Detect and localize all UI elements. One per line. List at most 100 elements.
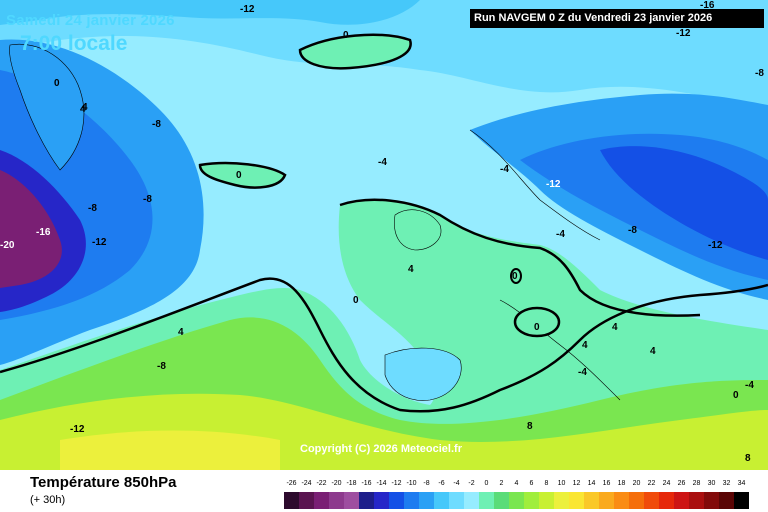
contour-label: -12	[70, 424, 85, 435]
legend-swatch	[359, 492, 374, 509]
legend-swatch	[719, 492, 734, 509]
zero-contour-central	[339, 198, 701, 317]
legend-tick-label: -20	[331, 480, 342, 487]
legend-tick-label: -8	[423, 480, 430, 487]
legend-tick-label: 20	[632, 480, 641, 487]
legend-tick-label: 6	[529, 480, 534, 487]
contour-label: -4	[745, 380, 754, 391]
zone-minus-20-west	[0, 170, 62, 288]
legend-tick-label: -4	[453, 480, 460, 487]
legend-swatch	[284, 492, 299, 509]
legend-tick-label: 10	[557, 480, 566, 487]
legend-tick-label: 2	[499, 480, 504, 487]
legend-tick-label: 34	[737, 480, 746, 487]
contour-label: 0	[534, 322, 540, 333]
legend-swatch	[704, 492, 719, 509]
legend-swatch	[674, 492, 689, 509]
legend-tick-label: 24	[662, 480, 671, 487]
contour-label: 4	[80, 104, 86, 115]
contour-label: 4	[408, 264, 414, 275]
legend-tick-label: -14	[376, 480, 387, 487]
contour-label: 0	[343, 30, 349, 41]
contour-label: 0	[236, 170, 242, 181]
legend-swatch	[479, 492, 494, 509]
legend-swatch	[599, 492, 614, 509]
british-isles	[394, 209, 442, 251]
legend-swatch	[389, 492, 404, 509]
iceland-zero-contour	[298, 33, 412, 70]
contour-label: 4	[650, 346, 656, 357]
legend-swatch	[314, 492, 329, 509]
legend-tick-label: -12	[391, 480, 402, 487]
legend-swatch	[299, 492, 314, 509]
legend-swatch	[449, 492, 464, 509]
legend-swatch	[524, 492, 539, 509]
legend-tick-label: -18	[346, 480, 357, 487]
legend-swatch	[539, 492, 554, 509]
legend-swatch	[689, 492, 704, 509]
legend-swatch	[554, 492, 569, 509]
contour-label: -16	[36, 227, 51, 238]
contour-label: -20	[0, 240, 15, 251]
small-zero-contour	[510, 268, 522, 284]
parameter-title: Température 850hPa	[30, 474, 177, 491]
legend-tick-label: -16	[361, 480, 372, 487]
contour-label: 4	[178, 327, 184, 338]
forecast-date: Samedi 24 janvier 2026	[6, 12, 175, 29]
legend-swatch	[419, 492, 434, 509]
contour-label: 8	[745, 453, 751, 464]
legend-swatch	[509, 492, 524, 509]
legend-tick-label: 4	[514, 480, 519, 487]
legend-tick-label: -2	[468, 480, 475, 487]
legend-swatch	[734, 492, 749, 509]
legend-tick-label: 22	[647, 480, 656, 487]
italy-coast	[499, 299, 621, 401]
legend-tick-label: 18	[617, 480, 626, 487]
contour-label: -8	[755, 68, 764, 79]
map-footer: Température 850hPa (+ 30h) -26 -24 -22 -20-…	[0, 470, 768, 512]
contour-label: 4	[612, 322, 618, 333]
scandinavia-coast	[469, 129, 601, 241]
legend-swatch	[659, 492, 674, 509]
zone-12	[60, 430, 280, 470]
legend-tick-label: 30	[707, 480, 716, 487]
contour-label: -8	[88, 203, 97, 214]
contour-label: -12	[708, 240, 723, 251]
legend-swatch	[329, 492, 344, 509]
contour-label: -4	[556, 229, 565, 240]
contour-label: 0	[54, 78, 60, 89]
greenland	[9, 43, 85, 171]
contour-label: -8	[628, 225, 637, 236]
legend-swatch	[344, 492, 359, 509]
legend-tick-label: -24	[301, 480, 312, 487]
legend-tick-label: 16	[602, 480, 611, 487]
contour-label: -12	[92, 237, 107, 248]
legend-swatch	[584, 492, 599, 509]
alps-zero-contour	[513, 306, 561, 338]
contour-label: 4	[82, 102, 88, 113]
contour-label: 4	[582, 340, 588, 351]
legend-tick-label: 14	[587, 480, 596, 487]
model-run-info: Run NAVGEM 0 Z du Vendredi 23 janvier 20…	[470, 9, 764, 28]
contour-label: 0	[733, 390, 739, 401]
contour-label: -12	[240, 4, 255, 15]
legend-tick-label: -22	[316, 480, 327, 487]
legend-tick-label: 32	[722, 480, 731, 487]
legend-swatch	[494, 492, 509, 509]
legend-swatch	[434, 492, 449, 509]
legend-tick-label: 0	[484, 480, 489, 487]
legend-tick-label: -26	[286, 480, 297, 487]
contour-label: 8	[527, 421, 533, 432]
contour-label: -12	[546, 179, 561, 190]
lead-time: (+ 30h)	[30, 494, 66, 506]
legend-swatch	[614, 492, 629, 509]
zone-minus-8-north	[0, 0, 420, 25]
contour-label: 0	[353, 295, 359, 306]
contour-label: 0	[512, 271, 518, 282]
contour-label: -12	[676, 28, 691, 39]
contour-label: -4	[378, 157, 387, 168]
legend-tick-label: 28	[692, 480, 701, 487]
legend-swatch	[374, 492, 389, 509]
legend-tick-label: 8	[544, 480, 549, 487]
copyright-notice: Copyright (C) 2026 Meteociel.fr	[300, 443, 462, 455]
